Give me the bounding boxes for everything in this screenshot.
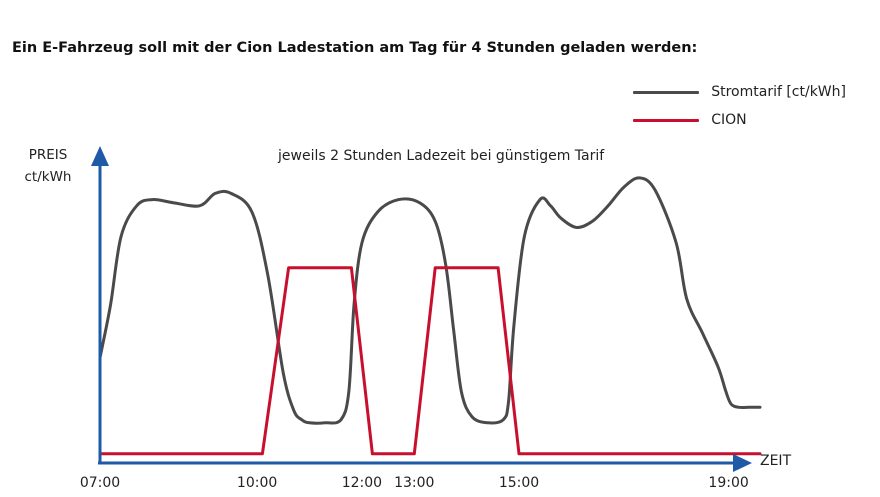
chart-legend: Stromtarif [ct/kWh] CION [633, 78, 846, 134]
legend-item-cion: CION [633, 106, 846, 134]
x-axis-arrow-icon [733, 454, 752, 472]
y-axis-label-line-1: PREIS [28, 147, 68, 163]
x-axis-label: ZEIT [760, 453, 792, 469]
x-tick-label: 07:00 [80, 475, 120, 491]
x-tick-label: 12:00 [342, 475, 382, 491]
series-layer [98, 176, 762, 456]
chart-annotation: jeweils 2 Stunden Ladezeit bei günstigem… [278, 148, 605, 164]
legend-label-cion: CION [711, 112, 747, 128]
series-line-cion [98, 266, 762, 456]
series-line-stromtarif [98, 176, 762, 425]
y-axis-arrow-icon [91, 146, 109, 166]
legend-swatch-stromtarif [633, 90, 700, 94]
page-title: Ein E-Fahrzeug soll mit der Cion Ladesta… [12, 40, 698, 56]
axes-layer [91, 146, 752, 472]
y-axis-label-line-2: ct/kWh [24, 169, 72, 185]
x-tick-label: 13:00 [394, 475, 434, 491]
legend-swatch-cion [633, 118, 700, 122]
x-tick-label: 10:00 [237, 475, 277, 491]
x-tick-label: 19:00 [708, 475, 748, 491]
x-tick-layer: 07:00 10:00 12:00 13:00 15:00 19:00 [80, 475, 749, 491]
x-tick-label: 15:00 [499, 475, 539, 491]
y-axis-label: PREIS ct/kWh [18, 144, 78, 188]
legend-item-stromtarif: Stromtarif [ct/kWh] [633, 78, 846, 106]
legend-label-stromtarif: Stromtarif [ct/kWh] [711, 84, 846, 100]
